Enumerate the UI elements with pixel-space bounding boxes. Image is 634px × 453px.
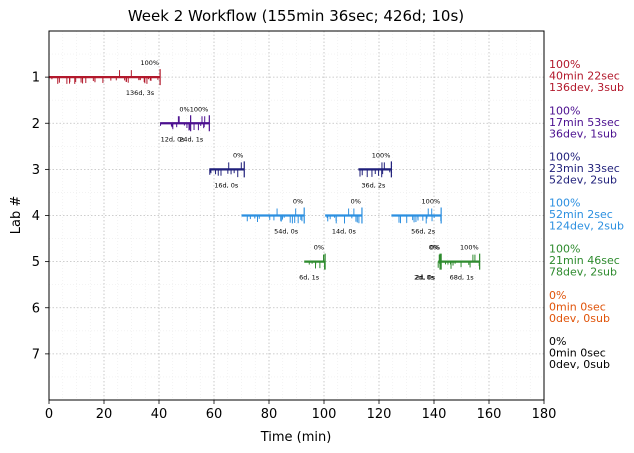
- y-tick-label: 1: [32, 71, 40, 86]
- segment-bottom-label: 14d, 0s: [332, 228, 357, 236]
- y-tick-label: 7: [32, 347, 40, 362]
- segment-top-label: 100%: [422, 198, 441, 206]
- chart-title: Week 2 Workflow (155min 36sec; 426d; 10s…: [128, 7, 464, 25]
- lab-summary-line: 0dev, 0sub: [549, 358, 610, 371]
- segment-top-label: 0%: [429, 244, 439, 252]
- lab-summary-line: 0%: [549, 335, 566, 348]
- lab-summary-line: 136dev, 3sub: [549, 81, 624, 94]
- y-tick-label: 4: [32, 209, 40, 224]
- lab-summary-line: 100%: [549, 197, 580, 210]
- x-tick-label: 20: [96, 407, 113, 422]
- lab-summary-line: 52dev, 2sub: [549, 173, 617, 186]
- x-tick-label: 60: [206, 407, 223, 422]
- y-tick-label: 6: [32, 301, 40, 316]
- segment-bottom-label: 136d, 3s: [126, 89, 155, 97]
- x-tick-label: 80: [261, 407, 278, 422]
- lab-summary-line: 100%: [549, 150, 580, 163]
- x-tick-label: 40: [151, 407, 168, 422]
- x-tick-label: 160: [477, 407, 502, 422]
- timeline-bars: [49, 69, 481, 270]
- lab-summary-line: 0%: [549, 289, 566, 302]
- lab-summary-line: 52min 2sec: [549, 208, 613, 221]
- segment-bottom-label: 68d, 1s: [450, 274, 475, 282]
- segment-labels: 100% 136d, 3s 0% 12d, 0s 100% 24d, 1s 0% 16d, 0…: [126, 59, 479, 282]
- lab-summary-line: 17min 53sec: [549, 116, 620, 129]
- x-tick-label: 0: [45, 407, 53, 422]
- lab-summary-line: 23min 33sec: [549, 162, 620, 175]
- lab-summary-line: 78dev, 2sub: [549, 266, 617, 279]
- lab-summary-line: 100%: [549, 58, 580, 71]
- x-tick-label: 140: [422, 407, 447, 422]
- segment-top-label: 100%: [460, 244, 479, 252]
- lab-summary-line: 36dev, 1sub: [549, 127, 617, 140]
- segment-top-label: 100%: [141, 59, 160, 67]
- segment-top-label: 100%: [372, 151, 391, 159]
- segment-top-label: 0%: [233, 151, 243, 159]
- x-axis-label: Time (min): [260, 430, 332, 445]
- segment-bottom-label: 6d, 1s: [299, 274, 320, 282]
- lab-summary-line: 100%: [549, 243, 580, 256]
- segment-bottom-label: 54d, 0s: [274, 228, 299, 236]
- segment-bottom-label: 24d, 1s: [179, 135, 204, 143]
- axes: 0 20 40 60 80 100 120 140 160 180 1 2 3 4 5 6 7: [32, 30, 557, 422]
- segment-top-label: 0%: [293, 198, 303, 206]
- x-tick-label: 100: [312, 407, 337, 422]
- segment-bottom-label: 2d, 0s: [415, 274, 436, 282]
- lab-summary-line: 100%: [549, 104, 580, 117]
- segment-top-label: 0%: [314, 244, 324, 252]
- y-tick-label: 3: [32, 163, 40, 178]
- x-tick-label: 180: [532, 407, 557, 422]
- lab-summary-line: 0min 0sec: [549, 300, 606, 313]
- x-tick-label: 120: [367, 407, 392, 422]
- segment-top-label: 0%: [179, 105, 189, 113]
- segment-bottom-label: 12d, 0s: [161, 135, 186, 143]
- segment-bottom-label: 2d, 0s: [414, 274, 435, 282]
- lab-summary-line: 124dev, 2sub: [549, 220, 624, 233]
- segment-top-label: 0%: [430, 244, 440, 252]
- segment-bottom-label: 56d, 2s: [411, 228, 436, 236]
- lab-summary-line: 40min 22sec: [549, 70, 620, 83]
- y-tick-label: 5: [32, 255, 40, 270]
- segment-bottom-label: 36d, 2s: [361, 181, 386, 189]
- segment-top-label: 0%: [351, 198, 361, 206]
- y-axis-label: Lab #: [9, 196, 24, 235]
- segment-top-label: 100%: [190, 105, 209, 113]
- lab-summary-line: 0dev, 0sub: [549, 312, 610, 325]
- lab-summary-line: 21min 46sec: [549, 254, 620, 267]
- y-tick-label: 2: [32, 117, 40, 132]
- lab-summary-line: 0min 0sec: [549, 346, 606, 359]
- segment-bottom-label: 16d, 0s: [214, 181, 239, 189]
